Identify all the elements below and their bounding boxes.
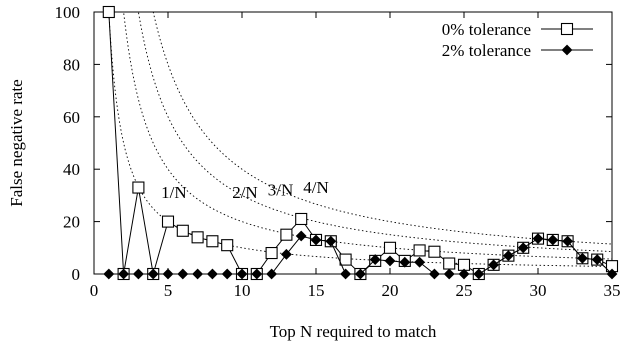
x-axis-title: Top N required to match xyxy=(270,322,437,341)
legend: 0% tolerance 2% tolerance xyxy=(442,20,593,60)
data-point xyxy=(103,268,115,280)
y-tick-label: 80 xyxy=(63,55,80,74)
data-point xyxy=(310,234,322,246)
data-point xyxy=(265,246,278,260)
data-point xyxy=(532,233,544,245)
data-point xyxy=(251,268,263,280)
data-point xyxy=(443,268,455,280)
data-point xyxy=(147,268,159,280)
y-tick-label: 60 xyxy=(63,108,80,127)
data-point xyxy=(132,268,144,280)
reference-label-1n: 1/N xyxy=(161,183,187,202)
data-point xyxy=(221,239,234,252)
data-point xyxy=(132,181,145,194)
data-point xyxy=(102,5,115,19)
data-point xyxy=(266,268,278,280)
legend-label: 0% tolerance xyxy=(442,20,531,39)
data-point xyxy=(161,215,175,228)
x-tick-label: 15 xyxy=(308,281,325,300)
series-2 xyxy=(103,230,618,280)
x-tick-label: 30 xyxy=(530,281,547,300)
data-point xyxy=(206,235,219,248)
y-tick-label: 0 xyxy=(72,265,81,284)
data-point xyxy=(192,268,204,280)
y-axis-title: False negative rate xyxy=(7,79,26,206)
data-point xyxy=(280,228,293,241)
data-point xyxy=(162,268,174,280)
data-point xyxy=(177,268,189,280)
data-point xyxy=(325,235,337,247)
data-point xyxy=(443,257,456,270)
data-point xyxy=(280,248,292,260)
data-point xyxy=(547,234,559,246)
data-point xyxy=(562,235,574,247)
data-point xyxy=(176,224,189,237)
legend-marker xyxy=(560,22,574,36)
data-point xyxy=(340,268,352,280)
data-point xyxy=(383,241,397,254)
data-point xyxy=(369,254,381,266)
data-point xyxy=(414,256,426,268)
data-point xyxy=(221,268,233,280)
data-point xyxy=(413,244,426,257)
data-point xyxy=(428,268,440,280)
data-point xyxy=(354,268,366,280)
data-point xyxy=(206,268,218,280)
x-tick-label: 5 xyxy=(164,281,173,300)
data-point xyxy=(606,268,618,280)
y-tick-label: 40 xyxy=(63,160,80,179)
data-point xyxy=(339,253,352,266)
reference-curves xyxy=(108,12,612,267)
data-point xyxy=(428,245,441,258)
y-tick-label: 20 xyxy=(63,213,80,232)
data-point xyxy=(488,259,500,271)
data-point xyxy=(458,268,470,280)
legend-marker xyxy=(561,44,573,56)
data-point xyxy=(502,250,514,262)
x-tick-label: 10 xyxy=(234,281,251,300)
data-point xyxy=(191,231,204,244)
data-point xyxy=(399,256,411,268)
data-point xyxy=(384,255,396,267)
x-tick-label: 20 xyxy=(382,281,399,300)
data-point xyxy=(118,268,130,280)
legend-label: 2% tolerance xyxy=(442,41,531,60)
reference-label-4n: 4/N xyxy=(303,178,329,197)
data-point xyxy=(473,268,485,280)
reference-curve-4n xyxy=(152,12,612,245)
reference-curve-2n xyxy=(123,12,612,260)
x-tick-label: 25 xyxy=(456,281,473,300)
reference-curve-1n xyxy=(108,12,612,267)
data-point xyxy=(576,252,588,264)
data-point xyxy=(236,268,248,280)
reference-curve-3n xyxy=(137,12,612,252)
reference-label-2n: 2/N xyxy=(232,183,258,202)
y-tick-label: 100 xyxy=(55,3,81,22)
data-point xyxy=(517,242,529,254)
x-tick-label: 35 xyxy=(604,281,621,300)
x-tick-label: 0 xyxy=(90,281,99,300)
data-point xyxy=(591,254,603,266)
reference-label-3n: 3/N xyxy=(268,180,294,199)
data-point xyxy=(295,230,307,242)
data-point xyxy=(295,212,308,226)
